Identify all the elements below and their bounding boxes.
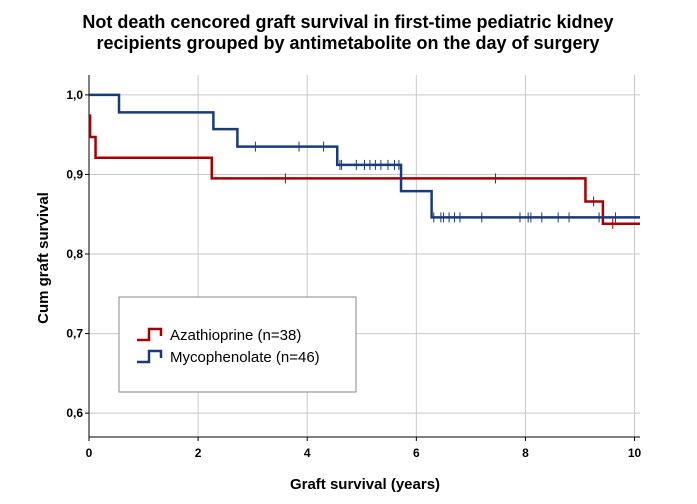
legend-label: Azathioprine (n=38)	[170, 327, 301, 344]
legend-swatch	[137, 349, 163, 364]
x-tick-label: 8	[522, 446, 529, 460]
survival-curve	[89, 93, 640, 219]
y-tick-label: 0,6	[66, 406, 83, 420]
legend-item: Azathioprine (n=38)	[137, 327, 301, 344]
x-axis-label: Graft survival (years)	[290, 476, 440, 493]
x-tick-label: 6	[413, 446, 420, 460]
chart-title-line-1: Not death cencored graft survival in fir…	[82, 12, 613, 32]
x-tick-label: 0	[86, 446, 93, 460]
y-tick-label: 0,7	[66, 327, 83, 341]
survival-curve	[88, 114, 640, 226]
x-tick-label: 10	[628, 446, 642, 460]
legend-item: Mycophenolate (n=46)	[137, 349, 320, 366]
y-tick-label: 1,0	[66, 88, 83, 102]
legend-swatch	[137, 327, 163, 342]
y-tick-label: 0,8	[66, 247, 83, 261]
legend: Azathioprine (n=38) Mycophenolate (n=46)	[118, 296, 357, 393]
tick-labels: 0,6 0,7 0,8 0,9 1,0 0 2 4 6 8 10	[66, 88, 641, 460]
x-tick-label: 2	[195, 446, 202, 460]
series-layer	[88, 93, 640, 229]
chart-title-line-2: recipients grouped by antimetabolite on …	[96, 33, 599, 53]
x-tick-label: 4	[304, 446, 311, 460]
series-2	[89, 93, 640, 223]
legend-label: Mycophenolate (n=46)	[170, 349, 320, 366]
y-axis-label: Cum graft survival	[35, 192, 52, 324]
series-1	[88, 114, 640, 229]
y-tick-label: 0,9	[66, 167, 83, 181]
legend-box	[118, 296, 357, 393]
